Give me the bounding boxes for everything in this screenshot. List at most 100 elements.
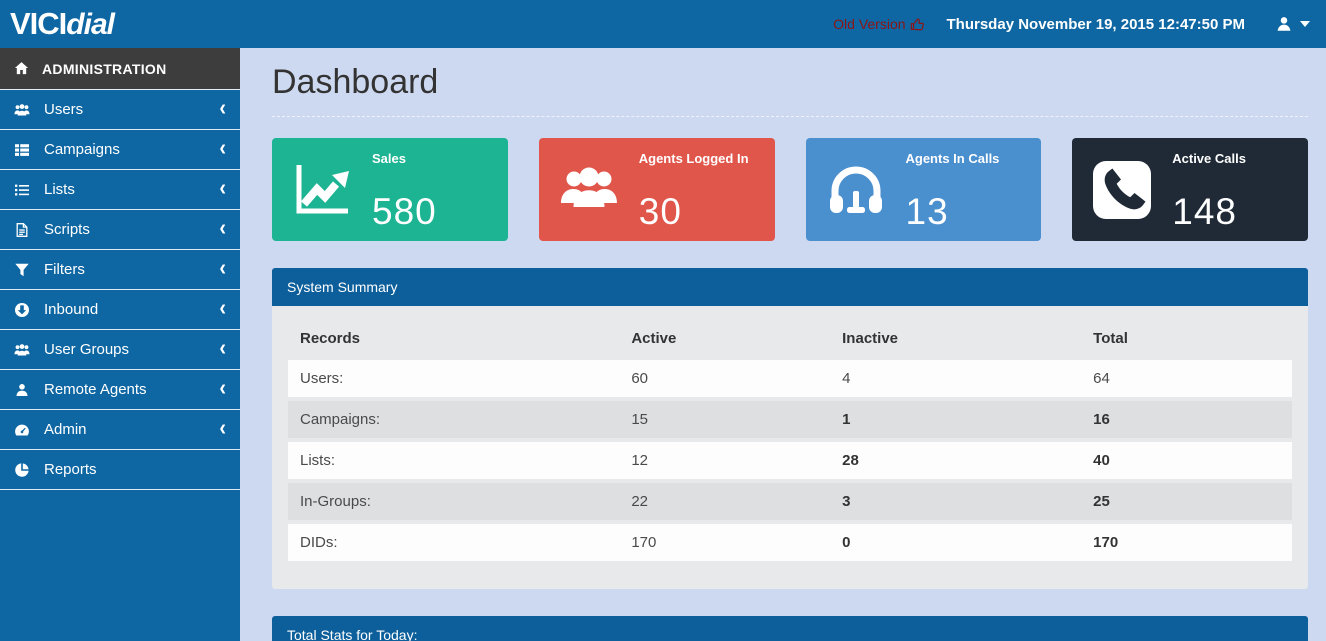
- headset-icon: [820, 158, 892, 222]
- stat-card-agents-logged-in: Agents Logged In 30: [538, 138, 775, 241]
- sidebar-item-label: Admin: [44, 421, 87, 438]
- cell-record-label: DIDs:: [300, 534, 338, 551]
- list-icon: [14, 182, 32, 198]
- user-icon: [14, 382, 32, 398]
- dashboard-icon: [14, 422, 32, 438]
- sidebar-header-label: ADMINISTRATION: [42, 60, 167, 77]
- stat-card-label: Agents In Calls: [905, 151, 1000, 166]
- chevron-left-icon: ‹: [219, 295, 226, 321]
- cell-total: 40: [1093, 452, 1110, 469]
- cell-total: 25: [1093, 493, 1110, 510]
- system-summary-body: Records Active Inactive Total Users: 60 4 64 Ca…: [272, 306, 1308, 589]
- user-icon: [1277, 17, 1291, 31]
- sidebar-item-label: Reports: [44, 461, 97, 478]
- caret-down-icon: [1300, 21, 1310, 27]
- sidebar-item-user-groups[interactable]: User Groups ‹: [0, 330, 240, 370]
- file-text-icon: [14, 222, 32, 238]
- sidebar-item-users[interactable]: Users ‹: [0, 90, 240, 130]
- phone-square-icon: [1086, 158, 1158, 222]
- sidebar-header-administration[interactable]: ADMINISTRATION: [0, 48, 240, 90]
- cell-inactive: 0: [842, 534, 851, 551]
- stat-card-value: 580: [372, 190, 437, 232]
- cell-active: 170: [631, 534, 657, 551]
- users-icon: [14, 342, 32, 358]
- old-version-link[interactable]: Old Version: [833, 16, 924, 32]
- agents-group-icon: [553, 158, 625, 222]
- topbar: VICIdial Old Version Thursday November 1…: [0, 0, 1326, 48]
- cell-inactive: 3: [842, 493, 851, 510]
- topbar-right: Old Version Thursday November 19, 2015 1…: [833, 15, 1326, 33]
- sidebar-item-label: Remote Agents: [44, 381, 147, 398]
- cell-record-label: Lists:: [300, 452, 336, 469]
- th-list-icon: [14, 142, 32, 158]
- cell-record-label: Campaigns:: [300, 411, 381, 428]
- stat-card-text: Agents In Calls 13: [906, 138, 1030, 241]
- home-icon: [14, 61, 32, 76]
- total-stats-title: Total Stats for Today:: [287, 627, 418, 641]
- thumbs-up-icon: [910, 18, 924, 30]
- stat-card-value: 148: [1172, 190, 1237, 232]
- sidebar-item-campaigns[interactable]: Campaigns ‹: [0, 130, 240, 170]
- stat-cards-row: Sales 580 Agents Logged In 30 Agents In Call…: [272, 138, 1308, 241]
- column-header-active: Active: [631, 330, 677, 347]
- chevron-left-icon: ‹: [219, 335, 226, 361]
- sidebar-item-label: Filters: [44, 261, 85, 278]
- line-chart-icon: [286, 158, 358, 222]
- sidebar-item-inbound[interactable]: Inbound ‹: [0, 290, 240, 330]
- old-version-label: Old Version: [833, 16, 906, 32]
- sidebar-item-label: User Groups: [44, 341, 130, 358]
- table-row-lists: Lists: 12 28 40: [288, 440, 1292, 481]
- sidebar-item-label: Lists: [44, 181, 75, 198]
- table-row-in-groups: In-Groups: 22 3 25: [288, 481, 1292, 522]
- stat-card-text: Active Calls 148: [1172, 138, 1296, 241]
- sidebar-item-reports[interactable]: Reports: [0, 450, 240, 490]
- stat-card-value: 13: [905, 190, 949, 232]
- filter-icon: [14, 262, 32, 278]
- pie-chart-icon: [14, 462, 32, 478]
- cell-active: 15: [631, 411, 648, 428]
- cell-active: 22: [631, 493, 648, 510]
- cell-record-label: Users:: [300, 370, 344, 387]
- sidebar: ADMINISTRATION Users ‹ Campaigns ‹ Lists ‹ Scr…: [0, 48, 240, 641]
- sidebar-item-filters[interactable]: Filters ‹: [0, 250, 240, 290]
- cell-inactive: 4: [842, 370, 851, 387]
- sidebar-item-lists[interactable]: Lists ‹: [0, 170, 240, 210]
- sidebar-item-label: Inbound: [44, 301, 99, 318]
- system-summary-panel: System Summary Records Active Inactive Tota…: [272, 268, 1308, 589]
- cell-inactive: 28: [842, 452, 859, 469]
- chevron-left-icon: ‹: [219, 375, 226, 401]
- datetime-label: Thursday November 19, 2015 12:47:50 PM: [946, 15, 1245, 33]
- table-row-dids: DIDs: 170 0 170: [288, 522, 1292, 563]
- stat-card-label: Active Calls: [1172, 151, 1246, 166]
- logo-text-vici: VICI: [10, 6, 67, 41]
- sidebar-item-scripts[interactable]: Scripts ‹: [0, 210, 240, 250]
- cell-total: 16: [1093, 411, 1110, 428]
- user-menu[interactable]: [1275, 15, 1310, 33]
- stat-card-label: Sales: [372, 151, 406, 166]
- stat-card-text: Sales 580: [372, 138, 496, 241]
- stat-card-sales: Sales 580: [272, 138, 508, 241]
- chevron-left-icon: ‹: [219, 175, 226, 201]
- cell-record-label: In-Groups:: [300, 493, 371, 510]
- chevron-left-icon: ‹: [219, 95, 226, 121]
- logo-text-dial: dial: [66, 8, 115, 41]
- cell-active: 60: [631, 370, 648, 387]
- column-header-total: Total: [1093, 330, 1128, 347]
- page-title: Dashboard: [272, 63, 1308, 117]
- total-stats-header: Total Stats for Today:: [272, 616, 1308, 641]
- vicidial-logo[interactable]: VICIdial: [10, 6, 115, 41]
- system-summary-table: Records Active Inactive Total Users: 60 4 64 Ca…: [288, 316, 1292, 565]
- column-header-inactive: Inactive: [842, 330, 899, 347]
- sidebar-item-remote-agents[interactable]: Remote Agents ‹: [0, 370, 240, 410]
- table-row-campaigns: Campaigns: 15 1 16: [288, 399, 1292, 440]
- cell-total: 170: [1093, 534, 1119, 551]
- stat-card-active-calls: Active Calls 148: [1072, 138, 1308, 241]
- stat-card-agents-in-calls: Agents In Calls 13: [805, 138, 1042, 241]
- sidebar-item-admin[interactable]: Admin ‹: [0, 410, 240, 450]
- sidebar-item-label: Scripts: [44, 221, 90, 238]
- arrow-circle-down-icon: [14, 302, 32, 318]
- chevron-left-icon: ‹: [219, 135, 226, 161]
- sidebar-item-label: Users: [44, 101, 84, 118]
- cell-inactive: 1: [842, 411, 851, 428]
- sidebar-item-label: Campaigns: [44, 141, 120, 158]
